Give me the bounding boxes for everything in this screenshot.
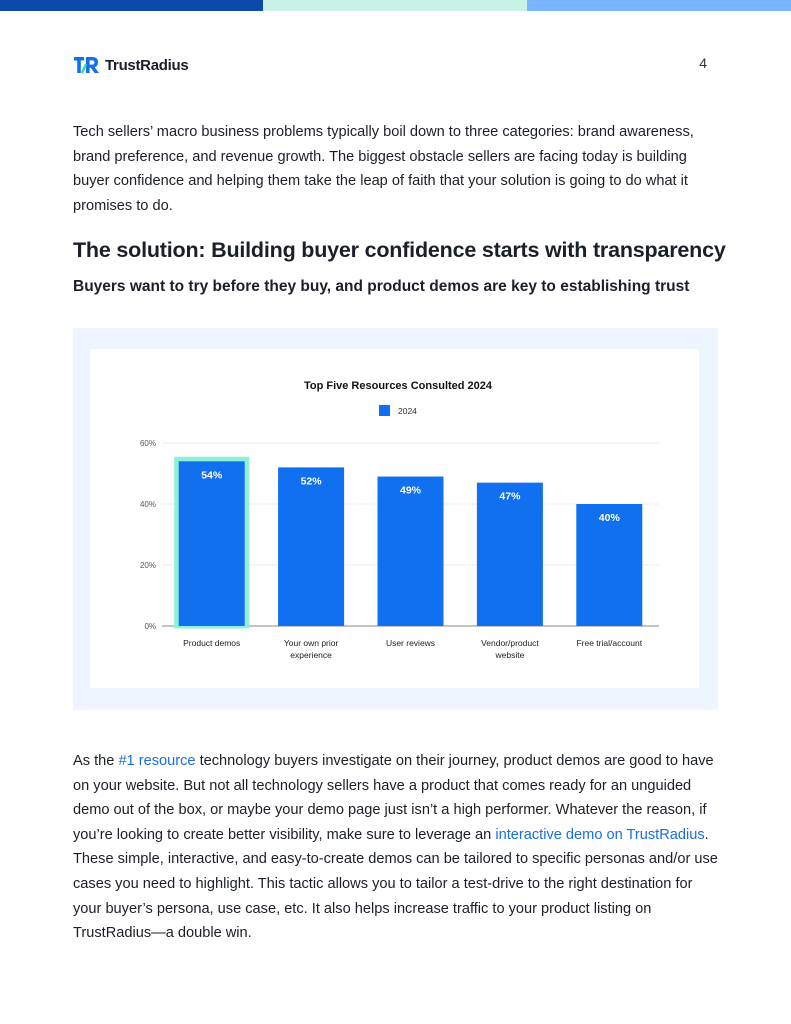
y-tick-label: 20% <box>140 561 156 570</box>
logo-text: TrustRadius <box>105 56 189 74</box>
chart-title: Top Five Resources Consulted 2024 <box>304 380 493 392</box>
section-heading: The solution: Building buyer confidence … <box>73 238 726 262</box>
data-label: 49% <box>400 485 422 497</box>
section-subheading: Buyers want to try before they buy, and … <box>73 278 690 295</box>
x-tick-label: Free trial/account <box>576 638 642 648</box>
trustradius-logo-icon <box>74 57 99 74</box>
closing-text-3: . These simple, interactive, and easy-to… <box>73 826 718 942</box>
bar <box>278 467 345 626</box>
resource-link[interactable]: #1 resource <box>118 753 196 769</box>
top-bar-segment-mint <box>263 0 527 11</box>
page-number: 4 <box>699 55 707 71</box>
trustradius-logo[interactable]: TrustRadius <box>73 55 189 75</box>
y-tick-label: 60% <box>140 439 156 448</box>
closing-text-2: technology buyers investigate on their j… <box>73 753 714 843</box>
x-tick-label: Product demos <box>183 638 240 648</box>
bar <box>576 504 643 626</box>
chart-card: Top Five Resources Consulted 2024 2024 0% 2… <box>90 349 699 688</box>
x-tick-label: User reviews <box>386 638 435 648</box>
interactive-demo-link[interactable]: interactive demo on TrustRadius <box>495 826 705 843</box>
chart-panel: Top Five Resources Consulted 2024 2024 0% 2… <box>73 328 718 710</box>
bar <box>178 461 245 626</box>
closing-paragraph: As the #1 resource technology buyers inv… <box>73 749 723 946</box>
legend-label: 2024 <box>398 406 417 416</box>
data-label: 47% <box>499 491 521 503</box>
intro-paragraph: Tech sellers’ macro business problems ty… <box>73 124 694 214</box>
x-tick-label: Vendor/product website <box>481 638 539 660</box>
top-bar-segment-light <box>527 0 791 11</box>
data-label: 54% <box>201 469 223 481</box>
top-bar-segment-dark <box>0 0 263 11</box>
legend-swatch <box>379 405 390 416</box>
x-tick-label: Your own prior experience <box>284 638 339 660</box>
data-label: 52% <box>301 475 323 487</box>
y-tick-label: 0% <box>144 622 156 631</box>
top-color-bar <box>0 0 791 11</box>
bar <box>476 482 543 626</box>
y-tick-label: 40% <box>140 500 156 509</box>
data-label: 40% <box>599 512 621 524</box>
closing-text-1: As the <box>73 753 119 769</box>
bar-chart: Top Five Resources Consulted 2024 2024 0% 2… <box>140 380 659 660</box>
bar <box>377 476 444 626</box>
